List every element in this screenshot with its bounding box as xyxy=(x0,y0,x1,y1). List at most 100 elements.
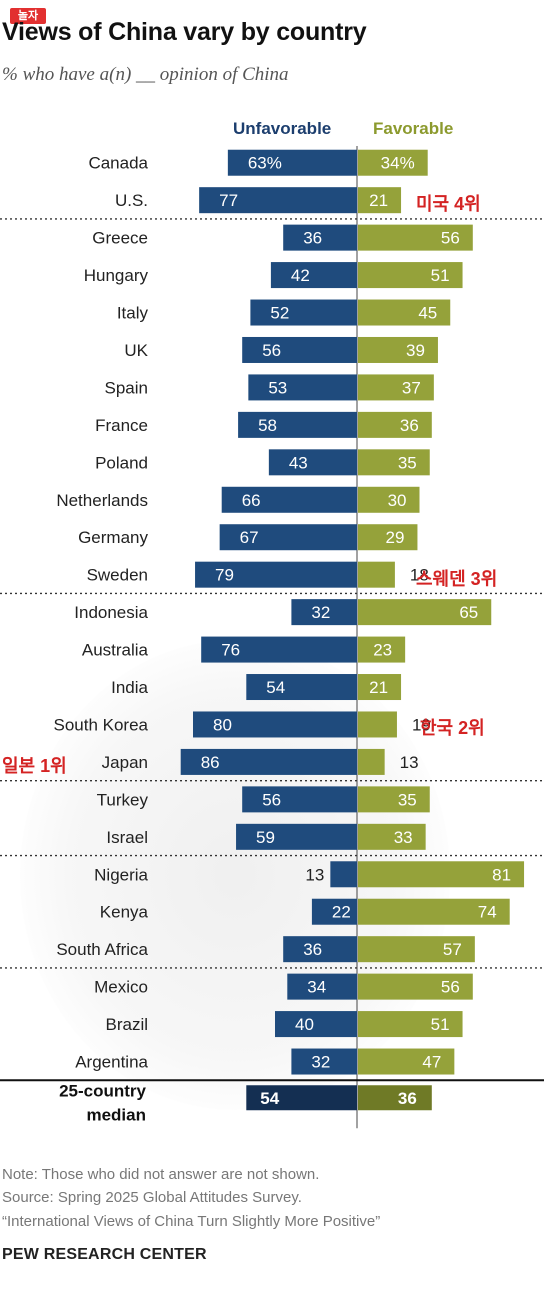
bar-unfavorable xyxy=(246,674,357,701)
value-label-favorable: 56 xyxy=(441,229,460,248)
value-label-unfavorable: 32 xyxy=(311,603,330,622)
bar-unfavorable xyxy=(287,973,357,1000)
value-label-favorable: 33 xyxy=(394,828,413,847)
value-label-favorable: 36 xyxy=(400,416,419,435)
median-bar-favorable xyxy=(358,1085,432,1111)
category-label: Greece xyxy=(92,229,148,248)
category-label: Japan xyxy=(102,753,148,772)
bar-unfavorable xyxy=(248,374,357,401)
category-label: Spain xyxy=(105,378,148,397)
category-label: South Korea xyxy=(53,715,148,734)
category-label: Hungary xyxy=(84,266,149,285)
bar-favorable xyxy=(358,1011,463,1038)
bar-favorable xyxy=(358,973,473,1000)
category-label: France xyxy=(95,416,148,435)
category-label: Netherlands xyxy=(56,491,148,510)
bar-favorable xyxy=(358,898,510,925)
source-badge: 놀자 xyxy=(10,8,46,24)
value-label-unfavorable: 66 xyxy=(242,491,261,510)
bar-unfavorable xyxy=(242,786,357,813)
value-label-unfavorable: 13 xyxy=(305,865,324,884)
bar-unfavorable xyxy=(199,187,357,214)
footer-source: Source: Spring 2025 Global Attitudes Sur… xyxy=(2,1189,302,1206)
median-label-line2: median xyxy=(86,1105,146,1124)
value-label-favorable: 18 xyxy=(410,566,429,585)
footer-note: Note: Those who did not answer are not s… xyxy=(2,1166,320,1183)
value-label-favorable: 51 xyxy=(431,1015,450,1034)
rank-annotation: 스웨덴 3위 xyxy=(416,568,498,589)
bar-favorable xyxy=(358,224,473,251)
value-label-unfavorable: 53 xyxy=(268,378,287,397)
legend-unfavorable: Unfavorable xyxy=(233,119,332,138)
value-label-favorable: 35 xyxy=(398,790,417,809)
category-label: India xyxy=(111,678,148,697)
category-label: UK xyxy=(124,341,148,360)
value-label-unfavorable: 67 xyxy=(240,528,259,547)
value-label-unfavorable: 59 xyxy=(256,828,275,847)
median-value-unfavorable: 54 xyxy=(260,1089,279,1108)
legend-favorable: Favorable xyxy=(373,119,454,138)
bar-unfavorable xyxy=(193,711,357,738)
value-label-favorable: 65 xyxy=(459,603,478,622)
median-value-favorable: 36 xyxy=(398,1089,417,1108)
bar-unfavorable xyxy=(180,748,357,775)
bar-favorable xyxy=(358,936,475,963)
bar-favorable xyxy=(358,748,385,775)
value-label-favorable: 21 xyxy=(369,191,388,210)
value-label-unfavorable: 56 xyxy=(262,341,281,360)
bar-unfavorable xyxy=(236,823,357,850)
chart-subtitle: % who have a(n) __ opinion of China xyxy=(2,64,289,85)
value-label-unfavorable: 79 xyxy=(215,566,234,585)
value-label-unfavorable: 40 xyxy=(295,1015,314,1034)
category-label: Kenya xyxy=(100,903,149,922)
bar-unfavorable xyxy=(291,1048,357,1075)
value-label-favorable: 37 xyxy=(402,378,421,397)
value-label-favorable: 81 xyxy=(492,865,511,884)
category-label: Mexico xyxy=(94,978,148,997)
value-label-favorable: 47 xyxy=(422,1053,441,1072)
bar-unfavorable xyxy=(283,224,357,251)
value-label-favorable: 19 xyxy=(412,715,431,734)
category-label: Poland xyxy=(95,453,148,472)
value-label-unfavorable: 34 xyxy=(307,978,326,997)
bar-favorable xyxy=(358,636,406,663)
bar-favorable xyxy=(358,1048,455,1075)
value-label-unfavorable: 76 xyxy=(221,641,240,660)
median-bar-unfavorable xyxy=(246,1085,357,1111)
bar-favorable xyxy=(358,336,438,363)
value-label-favorable: 56 xyxy=(441,978,460,997)
bar-favorable xyxy=(358,786,430,813)
bar-unfavorable xyxy=(221,486,357,513)
value-label-favorable: 30 xyxy=(388,491,407,510)
value-label-favorable: 34% xyxy=(381,154,415,173)
bar-favorable xyxy=(358,561,395,588)
value-label-unfavorable: 80 xyxy=(213,715,232,734)
category-label: Brazil xyxy=(105,1015,148,1034)
value-label-favorable: 57 xyxy=(443,940,462,959)
bar-unfavorable xyxy=(270,262,357,289)
bar-favorable xyxy=(358,823,426,850)
category-label: Sweden xyxy=(87,566,148,585)
bar-favorable xyxy=(358,486,420,513)
bar-unfavorable xyxy=(227,149,357,176)
bar-unfavorable xyxy=(268,449,357,476)
bar-unfavorable xyxy=(291,599,357,626)
median-label-line1: 25-country xyxy=(59,1081,146,1100)
category-label: Turkey xyxy=(97,790,149,809)
value-label-unfavorable: 32 xyxy=(311,1053,330,1072)
bar-unfavorable xyxy=(330,861,357,888)
value-label-unfavorable: 54 xyxy=(266,678,285,697)
category-label: South Africa xyxy=(56,940,148,959)
bar-favorable xyxy=(358,187,402,214)
value-label-favorable: 29 xyxy=(386,528,405,547)
value-label-unfavorable: 56 xyxy=(262,790,281,809)
bar-unfavorable xyxy=(275,1011,357,1038)
rank-annotation: 일본 1위 xyxy=(2,755,67,776)
bar-unfavorable xyxy=(219,524,357,551)
bar-unfavorable xyxy=(242,336,357,363)
value-label-unfavorable: 36 xyxy=(303,229,322,248)
category-label: Italy xyxy=(117,304,149,323)
value-label-unfavorable: 58 xyxy=(258,416,277,435)
value-label-unfavorable: 77 xyxy=(219,191,238,210)
